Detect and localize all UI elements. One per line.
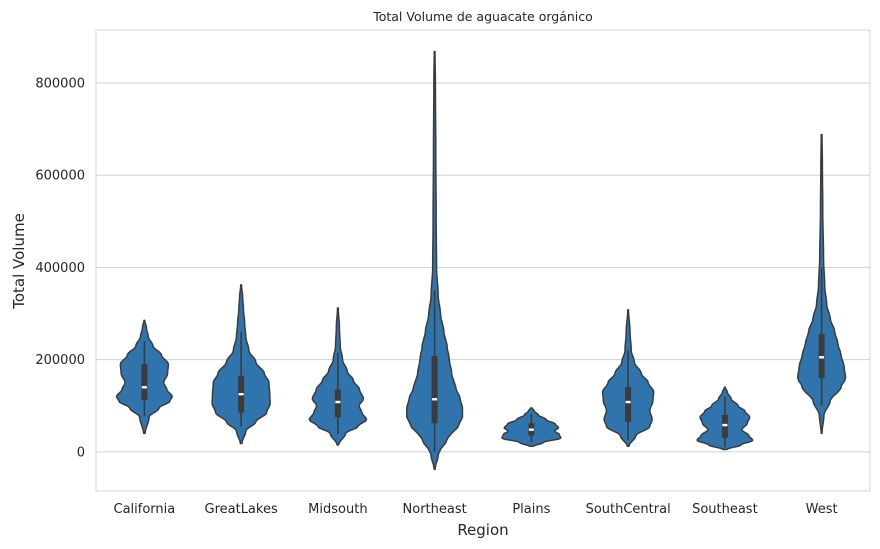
x-tick-label: West <box>806 502 838 517</box>
x-tick-label: Midsouth <box>308 502 367 517</box>
x-tick-label: Southeast <box>692 502 758 517</box>
violin-plains <box>501 407 562 448</box>
x-tick-labels: California GreatLakes Midsouth Northeast Pla… <box>114 502 838 517</box>
y-tick-label: 400000 <box>35 261 85 276</box>
violin-median <box>819 356 825 359</box>
violin-median <box>625 400 631 404</box>
plot-frame <box>95 29 871 492</box>
y-axis-label: Total Volume <box>10 213 28 310</box>
violins <box>115 50 847 471</box>
violin-median <box>335 400 341 404</box>
grid-lines <box>96 82 870 453</box>
violin-iqr-box <box>625 387 632 422</box>
x-axis-label: Region <box>457 521 508 539</box>
violin-median <box>528 428 534 431</box>
violin-iqr-box <box>431 355 438 424</box>
violin-median <box>238 392 244 396</box>
violin-greatlakes <box>211 284 271 445</box>
violin-northeast <box>406 50 464 471</box>
violin-body <box>406 50 464 471</box>
violin-southeast <box>696 386 754 451</box>
violin-iqr-box <box>721 414 728 438</box>
violin-southcentral <box>601 309 655 448</box>
chart-title: Total Volume de aguacate orgánico <box>372 9 593 24</box>
y-tick-label: 800000 <box>35 77 85 92</box>
violin-iqr-box <box>334 389 341 418</box>
violin-median <box>722 423 728 427</box>
x-tick-label: California <box>114 502 176 517</box>
x-tick-label: GreatLakes <box>205 502 278 517</box>
violin-median <box>432 398 438 401</box>
y-tick-labels: 0 200000 400000 600000 800000 <box>35 77 85 461</box>
y-tick-label: 0 <box>77 445 85 460</box>
violin-california <box>115 319 173 435</box>
x-tick-label: Northeast <box>403 502 467 517</box>
x-tick-label: Plains <box>512 502 550 517</box>
y-tick-label: 200000 <box>35 353 85 368</box>
violin-median <box>141 386 147 389</box>
violin-iqr-box <box>141 364 148 400</box>
y-tick-label: 600000 <box>35 169 85 184</box>
violin-west <box>796 133 847 435</box>
violin-midsouth <box>308 307 368 446</box>
x-tick-label: SouthCentral <box>586 502 671 517</box>
